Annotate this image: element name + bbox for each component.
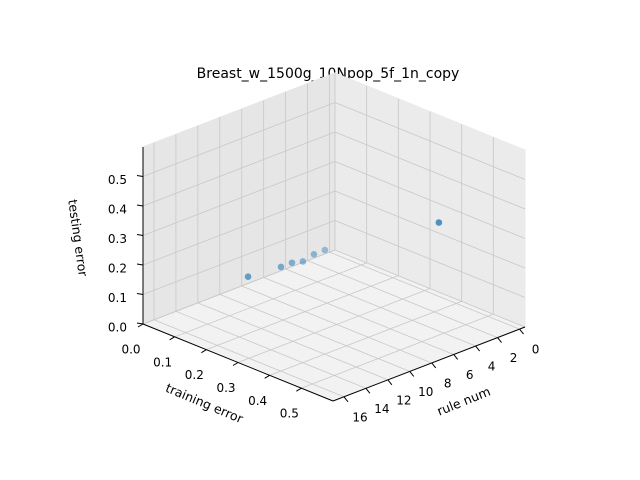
grid-line bbox=[142, 220, 336, 295]
point bbox=[244, 273, 252, 281]
y-tick bbox=[264, 374, 270, 379]
x-tick bbox=[343, 396, 349, 403]
x-tick bbox=[387, 379, 393, 386]
x-tick-label: 8 bbox=[444, 376, 452, 390]
grid-line bbox=[142, 161, 336, 236]
y-tick-label: 0.1 bbox=[153, 355, 172, 369]
x-tick-label: 12 bbox=[396, 393, 411, 407]
z-tick-label: 0.1 bbox=[108, 291, 127, 305]
y-tick bbox=[169, 336, 175, 341]
y-tick-label: 0.3 bbox=[216, 381, 235, 395]
chart-title: Breast_w_1500g_10Npop_5f_1n_copy bbox=[197, 66, 460, 82]
x-tick-label: 14 bbox=[374, 402, 389, 416]
grid-line bbox=[269, 300, 462, 376]
point bbox=[435, 219, 443, 226]
x-tick bbox=[497, 337, 502, 343]
grid-line bbox=[237, 288, 431, 363]
x-tick-label: 16 bbox=[352, 410, 367, 424]
z-tick bbox=[136, 204, 144, 207]
z-tick-label: 0.2 bbox=[108, 262, 127, 276]
grid-line bbox=[334, 102, 526, 180]
y-tick bbox=[137, 323, 144, 328]
x-tick bbox=[475, 345, 481, 352]
x-tick bbox=[365, 388, 371, 394]
point bbox=[277, 263, 285, 271]
point bbox=[310, 250, 318, 258]
x-tick-label: 2 bbox=[510, 351, 518, 365]
grid-line bbox=[142, 131, 336, 207]
z-tick bbox=[136, 234, 144, 236]
x-axis bbox=[332, 326, 526, 402]
y-tick bbox=[232, 362, 239, 366]
grid-line bbox=[334, 220, 526, 298]
point bbox=[288, 259, 296, 267]
y-tick-label: 0.2 bbox=[185, 368, 204, 382]
grid-line bbox=[301, 313, 494, 389]
grid-line bbox=[174, 262, 367, 338]
z-tick bbox=[136, 322, 144, 325]
x-tick-label: 6 bbox=[466, 368, 474, 382]
y-tick bbox=[296, 387, 302, 392]
z-tick bbox=[136, 263, 144, 266]
y-tick bbox=[201, 349, 207, 354]
grid-line bbox=[142, 102, 336, 177]
z-tick bbox=[136, 175, 144, 177]
z-tick-label: 0.3 bbox=[108, 232, 127, 246]
x-tick bbox=[431, 362, 437, 369]
y-tick-label: 0.0 bbox=[121, 343, 140, 357]
z-tick-label: 0.5 bbox=[108, 173, 127, 187]
point bbox=[321, 246, 329, 254]
x-tick bbox=[409, 371, 415, 377]
x-tick bbox=[453, 354, 459, 360]
z-tick-label: 0.4 bbox=[108, 203, 127, 217]
grid-line bbox=[334, 131, 526, 210]
grid-line bbox=[334, 249, 526, 328]
x-tick-label: 0 bbox=[532, 343, 540, 357]
y-tick-label: 0.5 bbox=[280, 407, 299, 421]
grid-line bbox=[142, 190, 336, 266]
grid-line bbox=[206, 275, 399, 351]
z-tick-label: 0.0 bbox=[108, 321, 127, 335]
y-tick-label: 0.4 bbox=[248, 394, 267, 408]
point bbox=[299, 258, 307, 265]
grid-line bbox=[334, 190, 526, 269]
x-tick-label: 10 bbox=[418, 385, 433, 399]
x-tick bbox=[519, 328, 524, 335]
grid-line bbox=[334, 161, 526, 239]
z-axis-label: testing error bbox=[65, 198, 91, 278]
grid-line bbox=[142, 249, 336, 325]
z-tick bbox=[136, 293, 144, 295]
x-tick-label: 4 bbox=[488, 360, 496, 374]
